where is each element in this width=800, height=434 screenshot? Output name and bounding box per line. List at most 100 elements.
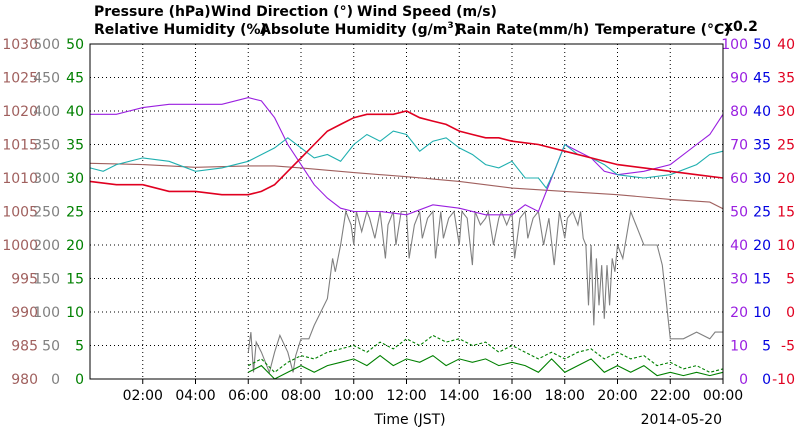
y-tick-pressure: 1015 [2, 138, 38, 154]
date-label: 2014-05-20 [641, 412, 722, 428]
y-tick-rain_rate: 20 [753, 238, 771, 254]
y-tick-wind_speed: 0 [75, 372, 84, 388]
series-line [247, 209, 723, 375]
y-tick-temperature: 5 [786, 272, 795, 288]
y-tick-pressure: 1005 [2, 205, 38, 221]
series-line [248, 354, 724, 380]
right-axes: 1009080706050403020100504540353025201510… [721, 37, 795, 388]
y-tick-wind_dir: 100 [33, 305, 60, 321]
y-tick-temperature: 40 [777, 37, 795, 53]
y-tick-rel_humidity: 80 [730, 104, 748, 120]
series-line [89, 130, 724, 190]
y-tick-rel_humidity: 0 [739, 372, 748, 388]
y-tick-rel_humidity: 20 [730, 305, 748, 321]
y-tick-wind_speed: 25 [66, 205, 84, 221]
x-axis-label: Time (JST) [373, 412, 445, 428]
y-tick-wind_speed: 50 [66, 37, 84, 53]
y-tick-pressure: 985 [11, 339, 38, 355]
y-tick-rel_humidity: 60 [730, 171, 748, 187]
y-tick-rain_rate: 45 [753, 71, 771, 87]
legend-absolute-humidity-main: Absolute Humidity (g/m [260, 22, 447, 38]
y-tick-temperature: -10 [772, 372, 795, 388]
y-tick-rain_rate: 25 [753, 205, 771, 221]
y-tick-wind_dir: 250 [33, 205, 60, 221]
y-tick-wind_speed: 20 [66, 238, 84, 254]
y-tick-wind_dir: 50 [42, 339, 60, 355]
x-tick-label: 18:00 [545, 388, 585, 404]
y-tick-pressure: 1020 [2, 104, 38, 120]
y-tick-wind_speed: 40 [66, 104, 84, 120]
y-tick-rain_rate: 30 [753, 171, 771, 187]
y-tick-rel_humidity: 70 [730, 138, 748, 154]
y-tick-temperature: 0 [786, 305, 795, 321]
x-axis-ticks: 02:00 04:00 06:00 08:00 10:00 12:00 14:00 16:00… [123, 379, 743, 404]
legend-wind-speed: Wind Speed (m/s) [357, 4, 497, 20]
x-tick-label: 02:00 [123, 388, 163, 404]
x-tick-label: 08:00 [281, 388, 321, 404]
y-tick-wind_dir: 0 [51, 372, 60, 388]
y-tick-wind_speed: 30 [66, 171, 84, 187]
y-tick-pressure: 980 [11, 372, 38, 388]
y-tick-wind_dir: 300 [33, 171, 60, 187]
y-tick-wind_dir: 400 [33, 104, 60, 120]
y-tick-pressure: 1000 [2, 238, 38, 254]
y-tick-wind_speed: 5 [75, 339, 84, 355]
y-tick-pressure: 1025 [2, 71, 38, 87]
x-tick-label: 20:00 [597, 388, 637, 404]
y-tick-wind_dir: 350 [33, 138, 60, 154]
y-tick-wind_speed: 35 [66, 138, 84, 154]
y-tick-rel_humidity: 40 [730, 238, 748, 254]
legend-relative-humidity: Relative Humidity (%) [94, 22, 267, 38]
y-tick-pressure: 1030 [2, 37, 38, 53]
y-tick-rel_humidity: 100 [721, 37, 748, 53]
x-tick-label: 16:00 [492, 388, 532, 404]
y-tick-rain_rate: 35 [753, 138, 771, 154]
y-tick-wind_speed: 15 [66, 272, 84, 288]
x-tick-label: 00:00 [703, 388, 743, 404]
y-tick-rel_humidity: 30 [730, 272, 748, 288]
y-tick-temperature: 15 [777, 205, 795, 221]
y-tick-temperature: 10 [777, 238, 795, 254]
y-tick-pressure: 990 [11, 305, 38, 321]
y-tick-rel_humidity: 90 [730, 71, 748, 87]
y-tick-rain_rate: 50 [753, 37, 771, 53]
y-tick-wind_dir: 200 [33, 238, 60, 254]
legend-absolute-humidity-end: ) [454, 22, 460, 38]
y-tick-rain_rate: 10 [753, 305, 771, 321]
legend-temperature: Temperature (°C) [595, 22, 731, 38]
legend-pressure: Pressure (hPa) [94, 4, 211, 20]
x-tick-label: 12:00 [386, 388, 426, 404]
series-line [89, 110, 724, 196]
y-tick-rain_rate: 40 [753, 104, 771, 120]
legend-wind-direction: Wind Direction (°) [211, 4, 353, 20]
x-tick-label: 22:00 [650, 388, 690, 404]
y-tick-rel_humidity: 50 [730, 205, 748, 221]
y-tick-rel_humidity: 10 [730, 339, 748, 355]
y-tick-wind_speed: 45 [66, 71, 84, 87]
x-tick-label: 10:00 [334, 388, 374, 404]
left-axes: 1030102510201015101010051000995990985980… [2, 37, 84, 388]
y-tick-rain_rate: 0 [762, 372, 771, 388]
y-tick-wind_dir: 150 [33, 272, 60, 288]
y-tick-rain_rate: 5 [762, 339, 771, 355]
y-tick-temperature: -5 [781, 339, 795, 355]
x-tick-label: 14:00 [439, 388, 479, 404]
y-tick-temperature: 30 [777, 104, 795, 120]
y-tick-temperature: 25 [777, 138, 795, 154]
x-tick-label: 06:00 [228, 388, 268, 404]
series-line [90, 97, 724, 216]
legend-absolute-humidity-sup: 3 [447, 21, 453, 31]
y-tick-wind_dir: 450 [33, 71, 60, 87]
y-tick-rain_rate: 15 [753, 272, 771, 288]
y-tick-wind_dir: 500 [33, 37, 60, 53]
series-layer [89, 97, 724, 380]
y-tick-temperature: 20 [777, 171, 795, 187]
y-tick-pressure: 995 [11, 272, 38, 288]
y-tick-temperature: 35 [777, 71, 795, 87]
series-line [248, 334, 724, 374]
scale-note: x0.2 [724, 19, 758, 35]
y-tick-pressure: 1010 [2, 171, 38, 187]
plot-frame [89, 43, 724, 380]
y-tick-wind_speed: 10 [66, 305, 84, 321]
